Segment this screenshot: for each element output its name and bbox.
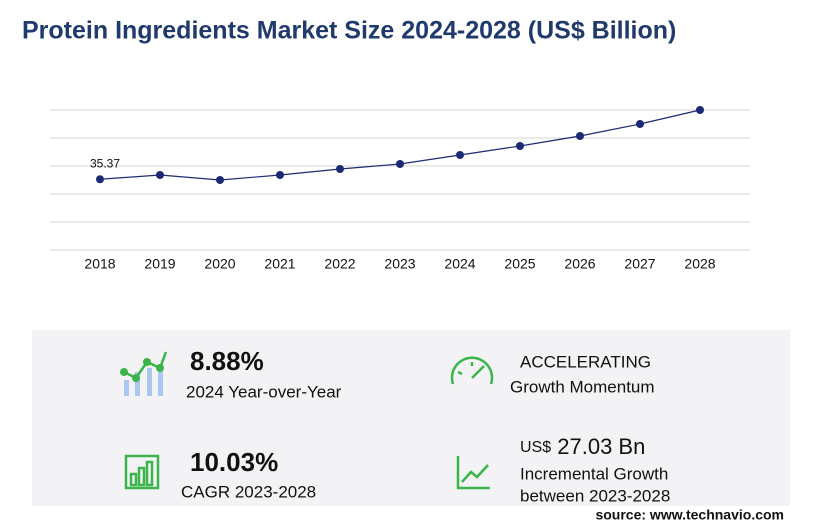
kpi-label: between 2023-2028 <box>520 486 670 505</box>
source: source: www.technavio.com <box>595 507 784 523</box>
x-tick-label: 2020 <box>204 256 235 272</box>
x-tick-label: 2028 <box>684 256 715 272</box>
point <box>156 171 164 179</box>
point <box>216 176 224 184</box>
kpi-value: ACCELERATING <box>520 352 651 371</box>
kpi-label: Incremental Growth <box>520 464 668 483</box>
point <box>336 165 344 173</box>
kpi-value: 8.88% <box>190 346 264 376</box>
point <box>276 171 284 179</box>
point <box>696 106 704 114</box>
point <box>96 175 104 184</box>
x-tick-label: 2021 <box>264 256 295 272</box>
x-tick-label: 2019 <box>144 256 175 272</box>
x-tick-label: 2026 <box>564 256 595 272</box>
point <box>456 151 464 159</box>
kpi-label: CAGR 2023-2028 <box>181 482 316 501</box>
point <box>636 120 644 128</box>
x-tick-label: 2018 <box>84 256 115 272</box>
kpi-number: 27.03 Bn <box>557 434 645 459</box>
x-tick-label: 2022 <box>324 256 355 272</box>
kpi-label: Growth Momentum <box>510 377 655 396</box>
x-tick-label: 2025 <box>504 256 535 272</box>
icon-incremental <box>456 456 490 490</box>
kpi-prefix: US$ <box>520 439 551 456</box>
kpi-panel <box>32 330 790 506</box>
icon-cagr <box>124 454 160 490</box>
point <box>396 160 404 168</box>
kpi-value: 10.03% <box>190 447 278 477</box>
x-tick-label: 2023 <box>384 256 415 272</box>
chart-title: Protein Ingredients Market Size 2024-202… <box>22 17 676 45</box>
point <box>576 132 584 140</box>
x-tick-label: 2024 <box>444 256 475 272</box>
x-tick-label: 2027 <box>624 256 655 272</box>
point <box>516 142 524 150</box>
kpi-value: US$ 27.03 Bn <box>520 434 645 459</box>
kpi-label: 2024 Year-over-Year <box>186 382 342 401</box>
icon-yoy <box>120 351 168 396</box>
icon-gauge <box>450 356 494 385</box>
data-label: 35.37 <box>90 156 120 170</box>
